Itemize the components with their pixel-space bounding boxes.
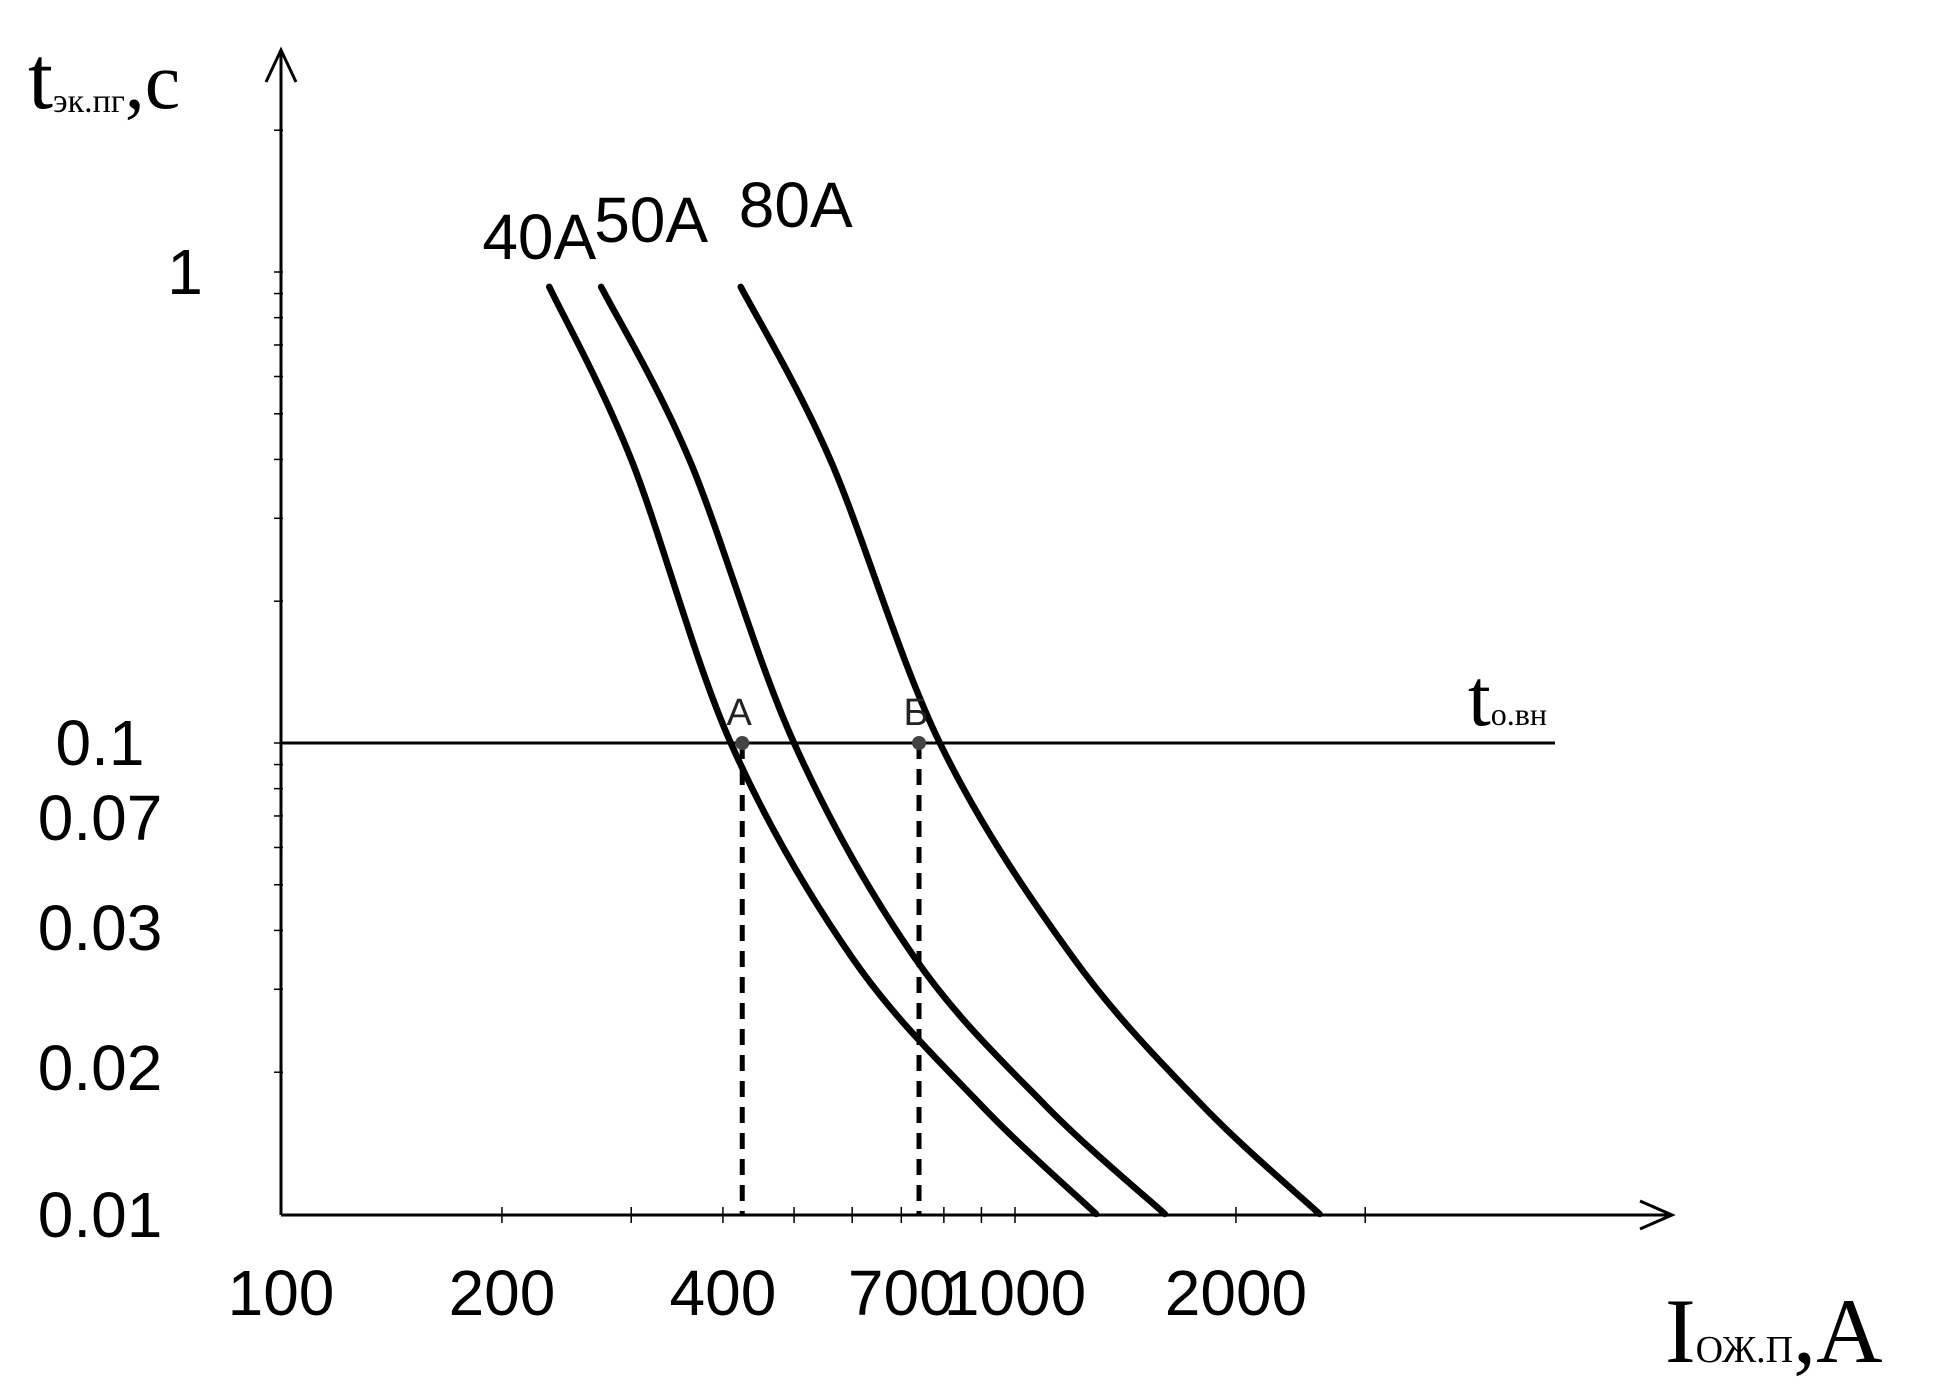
point-А <box>735 736 750 750</box>
y-tick-label: 0.1 <box>56 707 145 779</box>
y-tick-label: 0.02 <box>38 1032 163 1104</box>
series-label-50A: 50A <box>594 184 708 256</box>
series-label-80A: 80A <box>739 169 853 241</box>
x-axis-title: IОЖ.П,А <box>1665 1280 1883 1382</box>
series-label-40A: 40A <box>482 201 596 273</box>
y-axis-title: tэк.пг,c <box>28 29 180 128</box>
x-tick-label: 100 <box>228 1257 335 1329</box>
axes <box>264 46 1676 1231</box>
ticks <box>274 129 1366 1223</box>
y-axis-arrow <box>264 46 298 83</box>
x-tick-label: 200 <box>449 1257 556 1329</box>
x-axis-arrow <box>1639 1199 1676 1231</box>
x-tick-label: 1000 <box>944 1257 1086 1329</box>
x-tick-label: 400 <box>670 1257 777 1329</box>
y-tick-label: 1 <box>167 236 203 308</box>
y-tick-label: 0.01 <box>38 1179 163 1251</box>
y-tick-label: 0.07 <box>38 782 163 854</box>
x-tick-label: 2000 <box>1165 1257 1307 1329</box>
point-label-А: А <box>727 692 753 734</box>
y-tick-label: 0.03 <box>38 892 163 964</box>
x-tick-label: 700 <box>848 1257 955 1329</box>
series-line-40A <box>546 283 1100 1218</box>
series-line-50A <box>597 283 1169 1218</box>
point-label-Б: Б <box>904 692 929 734</box>
reference-line-label: tо.вн <box>1468 652 1547 743</box>
series-line-80A <box>737 283 1323 1218</box>
point-Б <box>912 736 927 750</box>
